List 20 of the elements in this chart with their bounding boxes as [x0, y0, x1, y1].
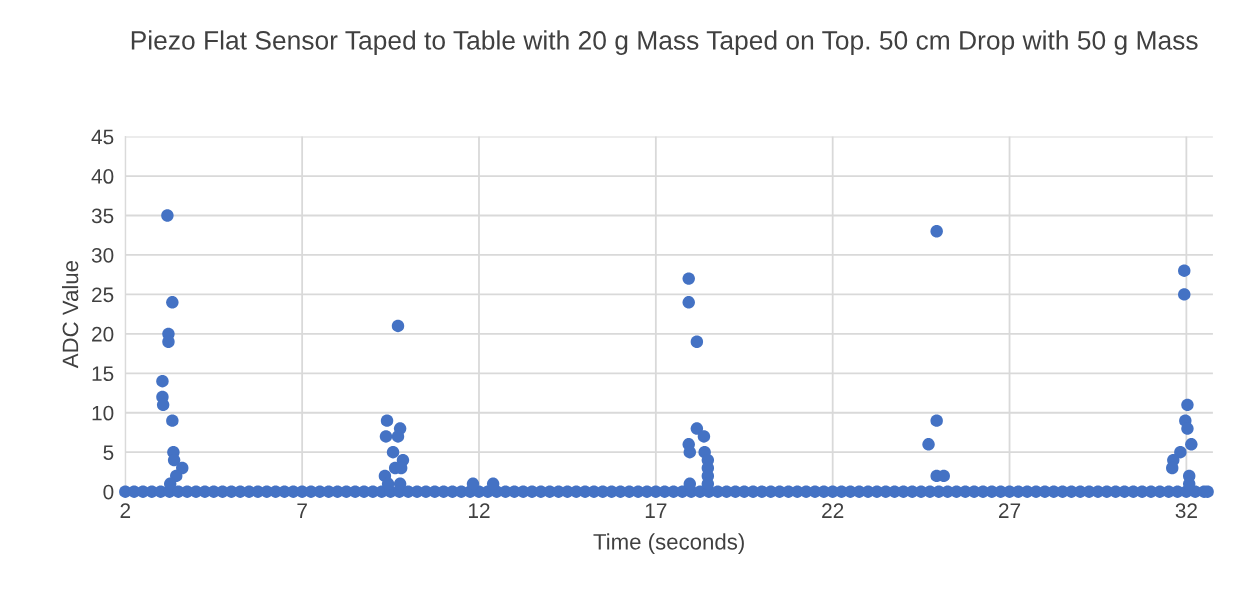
y-tick-label: 5 [103, 445, 114, 460]
x-tick-label: 32 [1175, 503, 1197, 519]
x-tick-label: 27 [998, 503, 1021, 518]
y-tick-label: 10 [92, 405, 114, 421]
x-axis-title: Time (seconds) [593, 533, 744, 555]
y-tick-label: 45 [91, 129, 114, 145]
x-tick-label: 22 [822, 503, 844, 518]
y-tick-label: 30 [91, 247, 114, 263]
y-tick-label: 40 [91, 169, 114, 184]
y-tick-label: 15 [92, 366, 114, 382]
y-tick-label: 25 [92, 287, 114, 303]
y-tick-label: 35 [91, 208, 114, 224]
x-tick-label: 17 [645, 503, 667, 518]
chart-title: Piezo Flat Sensor Taped to Table with 20 g Mass Taped on Top. 50 cm Drop with 50 g Mass [131, 30, 1198, 55]
x-tick-label: 12 [469, 503, 490, 518]
y-tick-label: 0 [103, 484, 114, 500]
y-axis-title: ADC Value [61, 260, 79, 369]
x-tick-label: 2 [120, 503, 131, 518]
x-tick-label: 7 [297, 503, 307, 518]
y-tick-label: 20 [92, 326, 114, 342]
